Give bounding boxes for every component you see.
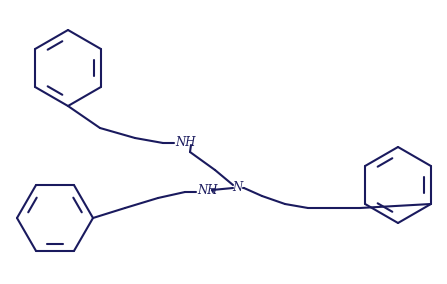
Text: NH: NH [175, 135, 195, 149]
Text: NH: NH [197, 185, 218, 197]
Text: N: N [232, 181, 242, 193]
